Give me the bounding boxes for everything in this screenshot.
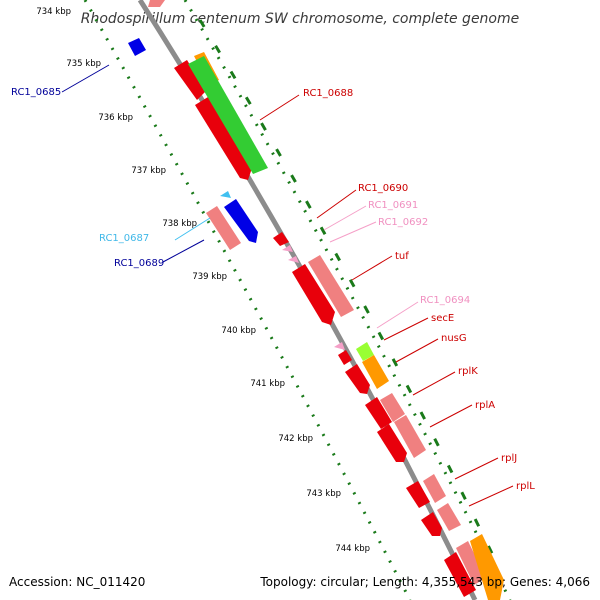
label-rplk[interactable]: rplK [458,366,478,377]
gene-labels: RC1_0685 RC1_0688 RC1_0690 RC1_0691 RC1_… [11,87,535,492]
gene-orange-sece[interactable] [362,355,389,389]
gene-pink-0692[interactable] [288,256,299,263]
outer-dashed-track [198,19,502,571]
gene-pink-rplk[interactable] [380,393,405,422]
gene-tuf-pink[interactable] [308,255,354,317]
label-sece[interactable]: secE [431,313,454,324]
gene-red-bottom[interactable] [444,552,476,597]
tick-label: 741 kbp [250,379,285,389]
label-rplj[interactable]: rplJ [501,453,517,464]
map-title: Rhodospirillum centenum SW chromosome, c… [81,11,520,27]
label-rc1-0692[interactable]: RC1_0692 [378,217,428,228]
tick-label: 744 kbp [335,544,370,554]
gene-pink-rplj[interactable] [423,474,446,503]
gene-red-rplk[interactable] [365,397,392,429]
gene-orange-bottom[interactable] [470,534,504,600]
ruler-dotted-line [83,0,412,600]
gene-pink-0694[interactable] [334,342,345,350]
label-tuf[interactable]: tuf [395,251,409,262]
label-rc1-0685[interactable]: RC1_0685 [11,87,61,98]
gene-rc1-0685[interactable] [128,38,146,56]
genome-summary-text: Topology: circular; Length: 4,355,543 bp… [259,575,590,589]
gene-top-fragment[interactable] [148,0,165,7]
leader-lines [61,64,514,507]
gene-pink-rpla[interactable] [394,415,426,458]
tick-label: 743 kbp [306,489,341,499]
gene-pink-0691[interactable] [282,245,293,252]
gene-pink-bottom[interactable] [456,541,486,585]
gene-red-rpla[interactable] [377,424,407,462]
gene-green-0688[interactable] [188,56,268,174]
ruler-ticks: 734 kbp 735 kbp 736 kbp 737 kbp 738 kbp … [36,7,370,554]
tick-label: 738 kbp [162,219,197,229]
label-rc1-0688[interactable]: RC1_0688 [303,88,353,99]
gene-tuf-red[interactable] [292,264,335,325]
gene-rc1-0689[interactable] [224,199,258,243]
label-rpla[interactable]: rplA [475,400,495,411]
tick-label: 740 kbp [221,326,256,336]
label-nusg[interactable]: nusG [441,333,467,344]
label-rc1-0690[interactable]: RC1_0690 [358,183,408,194]
gene-red-0686[interactable] [174,60,206,100]
gene-red-rplj[interactable] [406,481,430,508]
gene-pink-0687b[interactable] [206,206,241,250]
label-rpll[interactable]: rplL [516,481,535,492]
label-rc1-0689[interactable]: RC1_0689 [114,258,164,269]
tick-label: 742 kbp [278,434,313,444]
gene-red-0688a[interactable] [195,97,252,180]
label-rc1-0687[interactable]: RC1_0687 [99,233,149,244]
label-rc1-0691[interactable]: RC1_0691 [368,200,418,211]
gene-red-nusg[interactable] [345,364,370,394]
tick-label: 735 kbp [66,59,101,69]
accession-text: Accession: NC_011420 [9,575,145,589]
tick-label: 734 kbp [36,7,71,17]
tick-label: 736 kbp [98,113,133,123]
gene-red-0690[interactable] [273,232,289,246]
gene-red-0695[interactable] [338,350,352,365]
gene-rc1-0687[interactable] [220,191,231,198]
gene-pink-rpll[interactable] [437,503,461,531]
label-rc1-0694[interactable]: RC1_0694 [420,295,470,306]
tick-label: 737 kbp [131,166,166,176]
gene-lime-sece[interactable] [356,342,374,361]
tick-label: 739 kbp [192,272,227,282]
gene-red-rpll[interactable] [421,512,442,536]
